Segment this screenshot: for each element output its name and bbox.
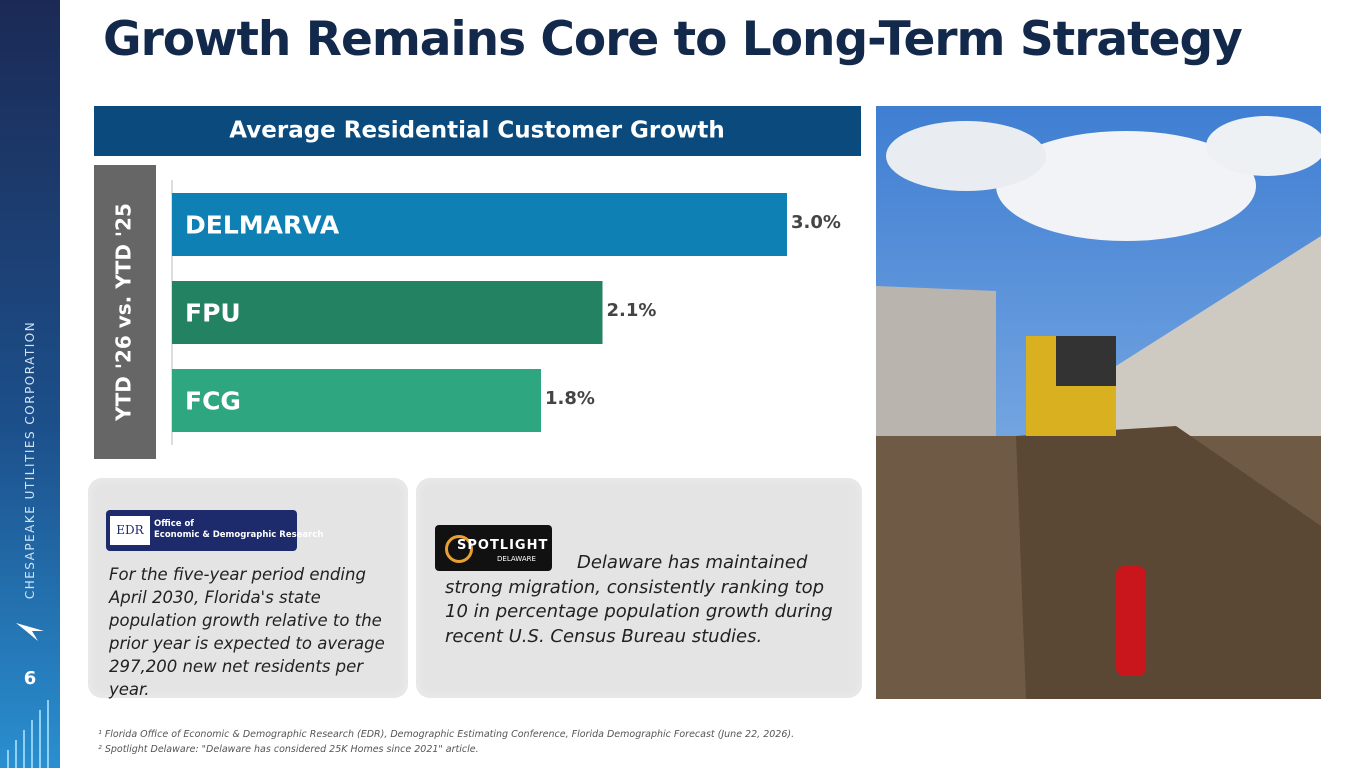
sidebar	[0, 0, 60, 768]
value-label: 3.0%	[791, 212, 841, 233]
slide-title: Growth Remains Core to Long-Term Strateg…	[103, 12, 1243, 67]
logo-text: EDR	[110, 516, 150, 545]
note-card	[416, 478, 862, 698]
note-text: For the five-year period ending April 20…	[109, 565, 385, 699]
edr-logo: EDR Office of Economic & Demographic Res…	[106, 510, 323, 551]
logo-text: DELAWARE	[497, 555, 536, 563]
spotlight-logo: SPOTLIGHT DELAWARE	[435, 525, 552, 571]
value-label: 1.8%	[545, 388, 595, 409]
chart-title: Average Residential Customer Growth	[229, 118, 724, 144]
logo-text: Economic & Demographic Research	[154, 530, 324, 540]
photo	[876, 106, 1321, 699]
footnote: ¹ Florida Office of Economic & Demograph…	[98, 729, 795, 740]
bar-category-label: FCG	[185, 387, 241, 416]
y-axis-label: YTD '26 vs. YTD '25	[112, 203, 136, 422]
logo-text: SPOTLIGHT	[457, 538, 549, 553]
bar	[172, 281, 603, 344]
bar-category-label: FPU	[185, 299, 241, 328]
chart-header	[94, 106, 861, 156]
y-label-box	[94, 165, 156, 459]
logo-ring	[445, 535, 473, 563]
bar	[172, 193, 787, 256]
note-text: Delaware has maintained strong migration…	[445, 552, 833, 647]
bar-category-label: DELMARVA	[185, 211, 340, 240]
bar	[172, 369, 541, 432]
logo-icon	[16, 623, 44, 641]
logo-text: Office of	[154, 519, 195, 529]
sidebar-graphic	[7, 700, 49, 768]
footnote: ² Spotlight Delaware: "Delaware has cons…	[98, 744, 479, 755]
chart: Average Residential Customer Growth YTD …	[94, 106, 861, 459]
page-number: 6	[23, 668, 37, 689]
value-label: 2.1%	[607, 300, 657, 321]
